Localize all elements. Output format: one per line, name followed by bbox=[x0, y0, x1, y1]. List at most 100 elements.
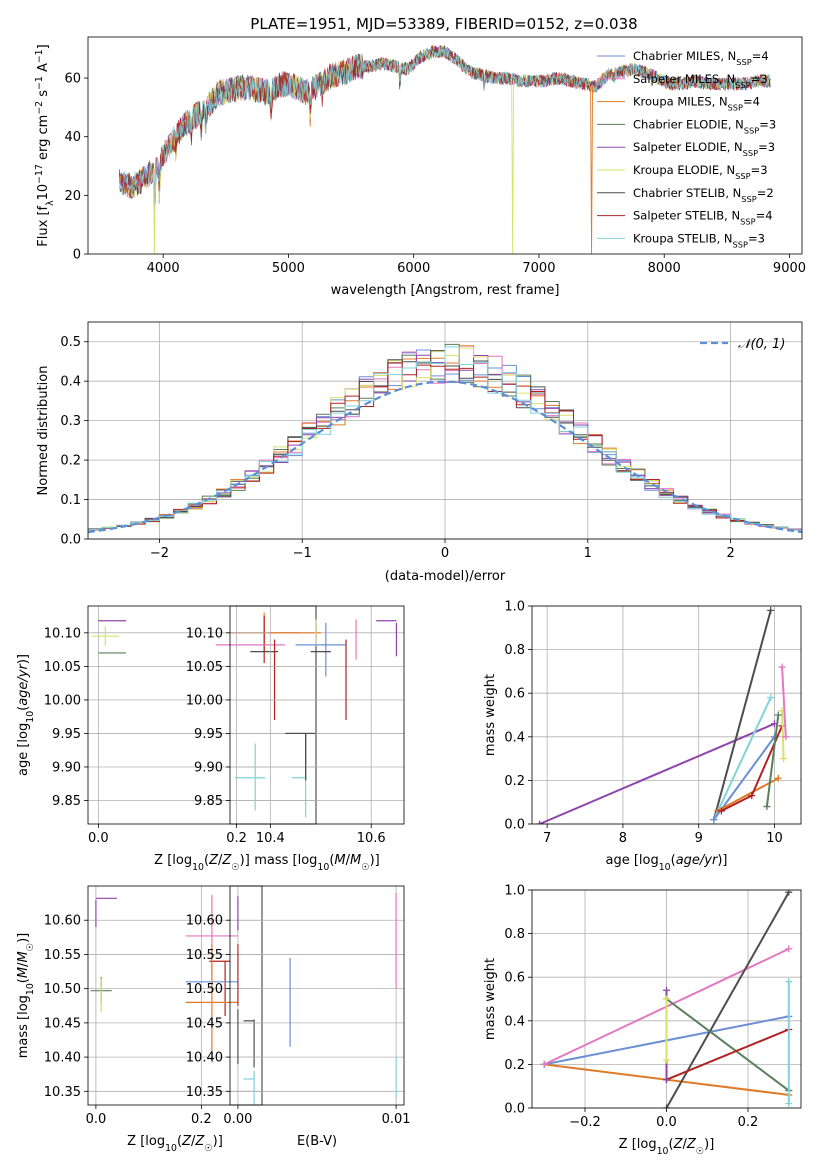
y-tick-label: 10.35 bbox=[186, 1085, 223, 1100]
y-tick-label: 10.35 bbox=[44, 1085, 81, 1100]
x-tick-label: 6000 bbox=[397, 261, 430, 276]
spectrum-spike bbox=[590, 85, 594, 254]
weight-marker bbox=[785, 890, 793, 896]
weight-marker bbox=[663, 1104, 670, 1108]
spectrum-title: PLATE=1951, MJD=53389, FIBERID=0152, z=0… bbox=[250, 15, 637, 33]
x-axis-label: mass [log10(M/M☉)] bbox=[254, 853, 380, 873]
x-tick-label: 9 bbox=[695, 831, 703, 846]
mass-weight-vs-metallicity-panel: −0.2 0.0 0.2 0.0 0.2 0.4 0.6 0.8 1.0 Z [log10(Z/Z… bbox=[483, 884, 802, 1157]
legend-entry: Kroupa ELODIE, NSSP=3 bbox=[633, 163, 768, 181]
legend-entry: Kroupa STELIB, NSSP=3 bbox=[633, 231, 765, 249]
mass-vs-metallicity-panel: 0.0 0.2 10.35 10.40 10.45 10.50 10.55 10.60 Z [l… bbox=[16, 885, 263, 1154]
x-tick-label: 0.0 bbox=[86, 1112, 107, 1127]
spectrum-panel: 4000 5000 6000 7000 8000 9000 0 20 40 60 wavelengt… bbox=[34, 36, 806, 298]
y-tick-label: 0.6 bbox=[504, 687, 525, 702]
x-tick-label: 7 bbox=[543, 831, 551, 846]
y-tick-label: 9.90 bbox=[52, 760, 81, 775]
y-tick-label: 9.85 bbox=[52, 794, 81, 809]
y-tick-label: 0.8 bbox=[504, 643, 525, 658]
weight-line bbox=[765, 714, 780, 807]
spectrum-legend: Chabrier MILES, NSSP=4 Salpeter MILES, NS… bbox=[597, 49, 776, 249]
x-tick-label: 8000 bbox=[648, 261, 681, 276]
weight-marker bbox=[780, 755, 788, 763]
y-tick-label: 10.05 bbox=[186, 660, 223, 675]
y-tick-label: 0.2 bbox=[60, 454, 81, 469]
y-tick-label: 0.0 bbox=[504, 1102, 525, 1117]
weight-marker bbox=[663, 1076, 670, 1084]
weight-marker bbox=[710, 816, 718, 824]
histogram-step bbox=[88, 346, 802, 539]
x-axis-label: Z [log10(Z/Z☉)] bbox=[154, 853, 250, 873]
histogram-group bbox=[88, 343, 802, 539]
y-tick-label: 10.55 bbox=[44, 948, 81, 963]
x-axis-label: age [log10(age/yr)] bbox=[605, 853, 727, 873]
weight-marker bbox=[785, 978, 793, 986]
age-vs-mass-panel: 10.4 10.6 9.85 9.90 9.95 10.00 10.05 10.10 mass … bbox=[186, 605, 405, 873]
y-tick-label: 40 bbox=[64, 130, 81, 145]
weight-marker bbox=[774, 774, 782, 782]
x-tick-label: 0.0 bbox=[656, 1115, 677, 1130]
y-tick-label: 0.2 bbox=[504, 1058, 525, 1073]
x-axis-label: wavelength [Angstrom, rest frame] bbox=[331, 283, 560, 298]
errorbar-group bbox=[235, 619, 398, 811]
axes-frame bbox=[87, 605, 317, 825]
y-tick-label: 0.4 bbox=[504, 1014, 525, 1029]
axes-frame bbox=[229, 605, 405, 825]
y-tick-label: 10.40 bbox=[186, 1051, 223, 1066]
gaussian-reference-line bbox=[88, 380, 802, 534]
weight-marker bbox=[767, 606, 775, 614]
legend-entry: Salpeter ELODIE, NSSP=3 bbox=[633, 140, 775, 158]
y-tick-label: 0.3 bbox=[60, 414, 81, 429]
y-tick-label: 9.90 bbox=[194, 760, 223, 775]
line-group bbox=[540, 890, 793, 1108]
y-tick-label: 10.50 bbox=[186, 982, 223, 997]
errorbar-group bbox=[91, 612, 313, 818]
x-axis-label: E(B-V) bbox=[297, 1134, 337, 1149]
y-tick-label: 0.0 bbox=[60, 533, 81, 548]
x-tick-label: 0 bbox=[441, 546, 449, 561]
y-tick-label: 0.0 bbox=[504, 818, 525, 833]
line-group bbox=[536, 606, 790, 824]
y-tick-label: 1.0 bbox=[504, 884, 525, 899]
legend-entry: 𝒩(0, 1) bbox=[738, 337, 785, 352]
legend-entry: Chabrier MILES, NSSP=4 bbox=[633, 49, 769, 67]
y-tick-label: 10.05 bbox=[44, 660, 81, 675]
weight-marker bbox=[767, 694, 775, 702]
axes-frame bbox=[87, 885, 263, 1106]
axes-frame bbox=[531, 889, 802, 1109]
weight-marker bbox=[748, 792, 756, 800]
y-tick-label: 0.1 bbox=[60, 493, 81, 508]
weight-line bbox=[781, 710, 785, 759]
legend-entry: Kroupa MILES, NSSP=4 bbox=[633, 95, 760, 113]
y-tick-label: 10.55 bbox=[186, 948, 223, 963]
y-axis-label: age [log10(age/yr)] bbox=[16, 654, 36, 776]
residual-histogram-panel: −2 −1 0 1 2 0.0 0.1 0.2 0.3 0.4 0.5 (data-model)/er… bbox=[36, 321, 803, 584]
weight-marker bbox=[663, 995, 670, 1003]
weight-marker bbox=[663, 986, 670, 994]
y-tick-label: 0.6 bbox=[504, 971, 525, 986]
legend-entry: Chabrier STELIB, NSSP=2 bbox=[633, 186, 774, 204]
y-axis-label: Flux [fλ10−17 erg cm−2 s−1 A−1] bbox=[34, 44, 56, 246]
x-tick-label: −2 bbox=[150, 546, 169, 561]
y-axis-label: mass weight bbox=[483, 674, 498, 756]
weight-line bbox=[712, 697, 772, 821]
axes-frame bbox=[87, 36, 803, 255]
x-tick-label: 0.0 bbox=[88, 831, 109, 846]
y-tick-label: 0.2 bbox=[504, 774, 525, 789]
spectrum-spike bbox=[511, 79, 515, 254]
weight-marker bbox=[663, 1056, 670, 1064]
x-tick-label: −1 bbox=[293, 546, 312, 561]
y-tick-label: 0.4 bbox=[504, 730, 525, 745]
x-tick-label: 0.2 bbox=[738, 1115, 759, 1130]
weight-marker bbox=[540, 1060, 548, 1068]
x-axis-label: (data-model)/error bbox=[385, 569, 506, 584]
x-tick-label: 2 bbox=[726, 546, 734, 561]
spectrum-line bbox=[118, 46, 771, 212]
y-tick-label: 10.00 bbox=[186, 693, 223, 708]
x-tick-label: −0.2 bbox=[569, 1115, 601, 1130]
errorbar-group bbox=[237, 892, 397, 1099]
x-tick-label: 5000 bbox=[272, 261, 305, 276]
legend-entry: Salpeter STELIB, NSSP=4 bbox=[633, 209, 773, 227]
x-tick-label: 0.01 bbox=[382, 1112, 411, 1127]
